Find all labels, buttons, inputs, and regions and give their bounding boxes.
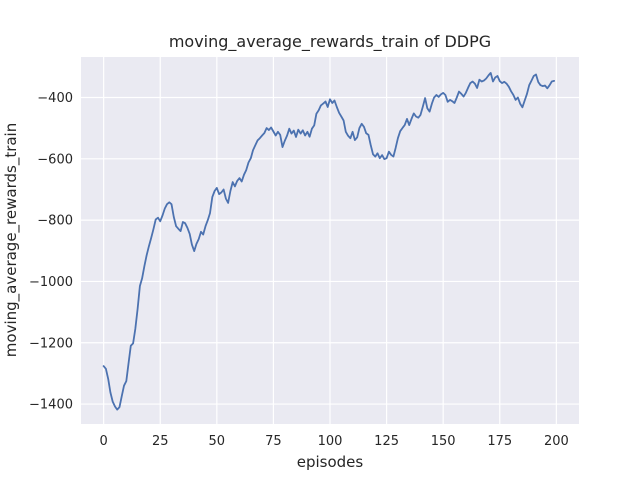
x-tick-label: 150: [431, 434, 456, 449]
y-tick-label: −1400: [29, 398, 73, 413]
x-tick-label: 50: [209, 434, 226, 449]
y-tick-label: −600: [37, 152, 73, 167]
y-tick-label: −400: [37, 91, 73, 106]
x-axis-label: episodes: [297, 453, 364, 471]
y-tick-label: −1000: [29, 275, 73, 290]
y-axis-label: moving_average_rewards_train: [2, 123, 21, 357]
x-tick-label: 175: [487, 434, 512, 449]
y-tick-labels: −400 −600 −800 −1000 −1200 −1400: [29, 91, 73, 413]
x-tick-label: 100: [318, 434, 343, 449]
x-tick-label: 0: [99, 434, 107, 449]
x-tick-label: 200: [544, 434, 569, 449]
x-tick-labels: 0 25 50 75 100 125 150 175 200: [99, 434, 568, 449]
gridlines: [81, 57, 579, 424]
y-tick-label: −800: [37, 214, 73, 229]
x-tick-label: 125: [374, 434, 399, 449]
data-line: [102, 72, 555, 411]
chart-title: moving_average_rewards_train of DDPG: [169, 32, 491, 52]
x-tick-label: 75: [265, 434, 282, 449]
y-tick-label: −1200: [29, 336, 73, 351]
x-tick-label: 25: [152, 434, 169, 449]
